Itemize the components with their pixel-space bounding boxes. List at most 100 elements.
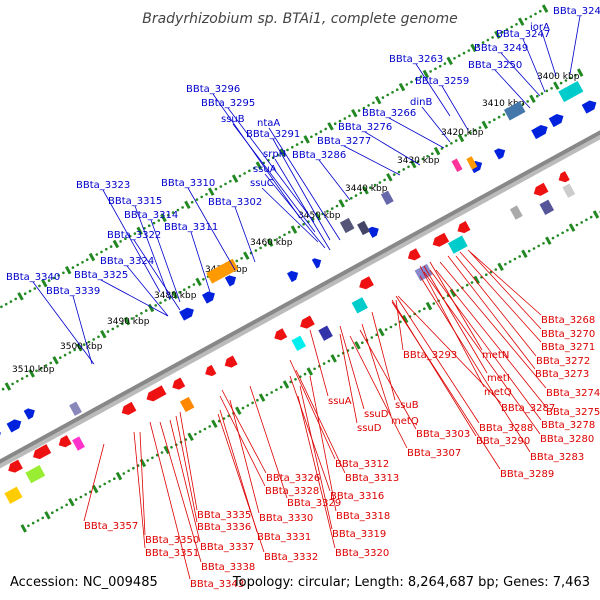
reverse-gene-arrow — [172, 377, 186, 390]
tick-dot — [485, 273, 488, 277]
forward-gene-label: BBta_3315 — [108, 196, 162, 207]
reverse-gene-arrow — [432, 232, 450, 247]
tick-dot — [481, 41, 485, 44]
tick-dot — [494, 268, 498, 271]
tick-dot — [68, 351, 72, 354]
tick-dot — [74, 498, 78, 501]
tick-mark — [123, 316, 131, 326]
reverse-gene-label: BBta_3336 — [197, 522, 251, 533]
reverse-gene-label: BBta_3319 — [332, 529, 386, 540]
tick-dot — [76, 263, 79, 267]
forward-gene-leader — [232, 123, 316, 233]
forward-gene-arrow — [311, 258, 322, 269]
tick-dot — [515, 23, 518, 26]
tick-dot — [47, 279, 51, 282]
tick-mark — [20, 524, 27, 533]
tick-mark — [160, 213, 167, 223]
tick-dot — [41, 516, 44, 520]
reverse-gene-label: BBta_3329 — [287, 498, 341, 509]
reverse-gene-label: BBta_3330 — [259, 513, 313, 524]
tick-dot — [176, 208, 180, 212]
forward-gene-label: BBta_3302 — [208, 197, 262, 208]
forward-gene-label: ssuA — [253, 164, 277, 175]
tick-mark — [553, 81, 560, 90]
tick-dot — [399, 320, 402, 324]
tick-dot — [44, 364, 48, 367]
reverse-gene-label: BBta_3280 — [540, 434, 594, 445]
reverse-gene-leader — [361, 323, 392, 417]
tick-dot — [243, 172, 246, 175]
tick-dot — [569, 76, 572, 80]
reverse-gene-leader — [295, 369, 346, 474]
reverse-gene-block — [447, 235, 468, 254]
tick-dot — [132, 466, 135, 470]
forward-gene-label: BBta_3323 — [76, 180, 130, 191]
reverse-gene-block — [562, 183, 576, 198]
forward-gene-block — [339, 217, 355, 234]
reverse-gene-leader — [309, 329, 329, 397]
tick-dot — [386, 93, 390, 97]
tick-mark — [374, 95, 382, 105]
tick-dot — [1, 387, 5, 391]
tick-mark — [266, 238, 274, 247]
tick-dot — [391, 91, 394, 94]
tick-dot — [27, 524, 30, 528]
tick-dot — [270, 391, 274, 394]
forward-gene-label: BBta_3277 — [317, 136, 371, 147]
tick-dot — [505, 28, 509, 31]
forward-gene-block — [466, 156, 478, 170]
forward-gene-arrow — [23, 408, 35, 420]
tick-mark — [88, 252, 96, 262]
tick-dot — [354, 194, 358, 197]
backbone-line — [0, 130, 600, 464]
tick-dot — [273, 238, 277, 242]
reverse-gene-label: BBta_3271 — [541, 342, 595, 353]
tick-dot — [87, 340, 91, 344]
tick-dot — [395, 88, 399, 91]
tick-mark — [4, 382, 12, 391]
tick-mark — [255, 161, 263, 170]
reverse-gene-label: BBta_3268 — [541, 315, 595, 326]
tick-dot — [469, 131, 472, 135]
tick-mark — [52, 356, 59, 365]
tick-dot — [111, 327, 115, 331]
tick-dot — [106, 330, 110, 333]
tick-dot — [84, 493, 87, 496]
tick-dot — [486, 38, 490, 42]
tick-mark — [473, 275, 480, 285]
forward-gene-arrow — [179, 307, 194, 321]
tick-dot — [373, 183, 377, 187]
reverse-gene-block — [291, 335, 307, 351]
tick-mark — [541, 4, 549, 13]
forward-gene-arrow — [493, 148, 506, 160]
tick-dot — [4, 302, 8, 306]
reverse-gene-leader — [249, 385, 288, 499]
tick-dot — [383, 178, 386, 182]
tick-dot — [203, 427, 207, 431]
tick-dot — [229, 179, 232, 183]
forward-gene-label: BBta_3322 — [107, 230, 161, 241]
tick-dot — [330, 207, 334, 210]
reverse-gene-leader — [221, 389, 267, 474]
tick-dot — [348, 114, 351, 118]
forward-gene-arrow — [224, 275, 237, 287]
inner-tick-ring — [20, 210, 600, 533]
tick-dot — [40, 366, 43, 370]
reverse-gene-leader — [391, 301, 501, 470]
tick-dot — [157, 219, 161, 222]
tick-mark — [68, 497, 75, 507]
tick-dot — [502, 113, 506, 116]
forward-gene-leader — [541, 31, 557, 77]
reverse-gene-leader — [469, 251, 542, 330]
tick-dot — [440, 147, 444, 150]
tick-dot — [337, 354, 340, 358]
reverse-gene-leader — [339, 325, 365, 410]
tick-dot — [33, 287, 37, 290]
reverse-gene-label: BBta_3293 — [403, 350, 457, 361]
tick-mark — [282, 380, 290, 389]
forward-gene-leader — [441, 85, 469, 131]
tick-dot — [561, 231, 564, 235]
reverse-gene-arrow — [224, 355, 238, 368]
outer-tick-ring — [0, 4, 549, 309]
tick-mark — [327, 122, 334, 131]
